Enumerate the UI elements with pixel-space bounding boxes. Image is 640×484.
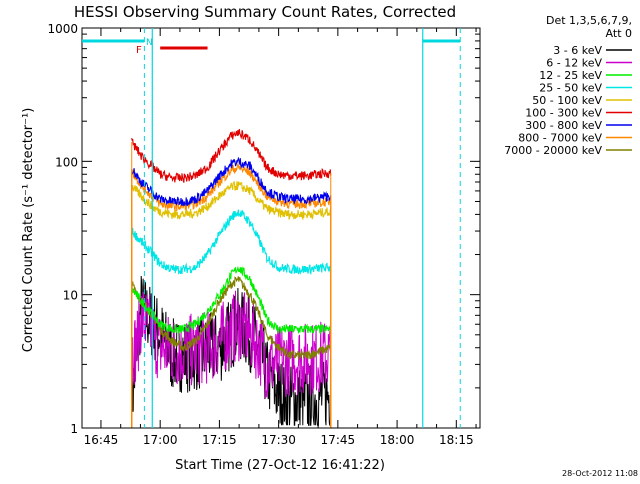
chart-title: HESSI Observing Summary Count Rates, Cor… — [74, 3, 456, 21]
legend-entry-label: 6 - 12 keV — [546, 57, 602, 70]
x-tick-label: 16:45 — [84, 433, 119, 447]
legend-entry-label: 300 - 800 keV — [525, 119, 602, 132]
y-tick-label: 100 — [55, 155, 78, 169]
x-tick-label: 17:45 — [321, 433, 356, 447]
x-tick-label: 17:00 — [143, 433, 178, 447]
y-tick-label: 1000 — [47, 22, 78, 36]
legend-entry-label: 50 - 100 keV — [532, 94, 602, 107]
x-tick-label: 18:15 — [439, 433, 474, 447]
axes-layer: 16:45 17:00 17:15 17:30 17:45 18:00 18:15 1 10 10… — [47, 22, 481, 447]
y-tick-label: 10 — [63, 289, 78, 303]
legend-header-line1: Det 1,3,5,6,7,9, — [546, 14, 632, 27]
legend-entry-label: 800 - 7000 keV — [518, 132, 602, 145]
legend-entry-label: 12 - 25 keV — [539, 69, 602, 82]
annotation-f: F — [136, 45, 142, 56]
x-tick-label: 17:30 — [261, 433, 296, 447]
timestamp: 28-Oct-2012 11:08 — [562, 469, 638, 478]
series-layer — [131, 129, 332, 428]
series-line — [131, 265, 332, 335]
legend-entry-label: 100 - 300 keV — [525, 107, 602, 120]
x-tick-label: 18:00 — [380, 433, 415, 447]
legend-entry-label: 25 - 50 keV — [539, 82, 602, 95]
series-line — [131, 180, 332, 221]
series-line — [131, 209, 332, 276]
series-line — [131, 276, 332, 360]
marker-layer — [82, 28, 461, 428]
x-axis-label: Start Time (27-Oct-12 16:41:22) — [175, 458, 385, 473]
y-axis-label: Corrected Count Rate (s⁻¹ detector⁻¹) — [21, 108, 36, 353]
annotation-n: N — [146, 38, 153, 48]
legend-entry-label: 7000 - 20000 keV — [504, 144, 602, 157]
legend-entry-label: 3 - 6 keV — [553, 44, 602, 57]
x-tick-label: 17:15 — [202, 433, 237, 447]
plot-frame — [81, 27, 481, 429]
series-line — [131, 129, 332, 183]
series-line — [131, 156, 332, 207]
series-line — [131, 290, 332, 399]
legend-header-line2: Att 0 — [606, 27, 632, 40]
y-tick-label: 1 — [70, 422, 78, 436]
